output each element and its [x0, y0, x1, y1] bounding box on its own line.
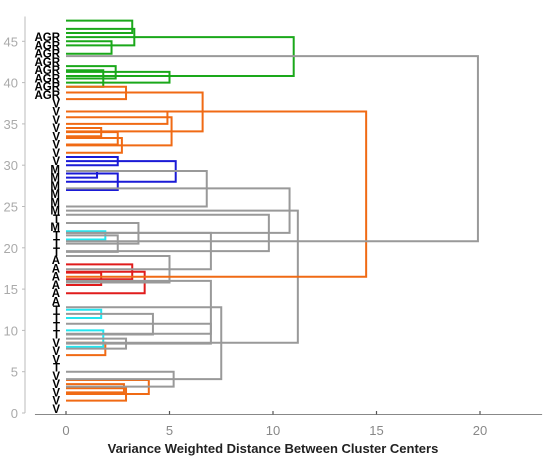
leaf-label: V [52, 98, 60, 110]
leaf-label: T [53, 239, 60, 251]
leaf-label: A [52, 288, 60, 300]
y-tick-label: 45 [4, 34, 18, 49]
leaf-label: V [52, 107, 60, 119]
dendrogram-link [66, 55, 479, 243]
y-tick-label: 10 [4, 323, 18, 338]
leaf-label: V [52, 396, 60, 408]
y-tick-label: 30 [4, 158, 18, 173]
leaf-label: T [53, 214, 60, 226]
leaf-label: T [53, 230, 60, 242]
leaf-label: T [53, 313, 60, 325]
leaf-label: A [52, 280, 60, 292]
leaf-label: AGR [34, 32, 60, 44]
leaf-label: V [52, 156, 60, 168]
y-tick-label: 40 [4, 76, 18, 91]
x-tick-label: 10 [266, 423, 280, 438]
dendrogram-link [66, 19, 134, 35]
y-tick-label: 20 [4, 241, 18, 256]
leaf-label: M [50, 173, 60, 185]
leaf-label: A [52, 263, 60, 275]
leaf-label: A [52, 296, 60, 308]
leaf-label: V [52, 115, 60, 127]
x-tick-label: 5 [166, 423, 173, 438]
leaf-label: V [52, 387, 60, 399]
x-tick-label: 0 [62, 423, 69, 438]
dendrogram-link [66, 110, 368, 278]
leaf-label: T [53, 305, 60, 317]
leaf-label: M [50, 197, 60, 209]
y-tick-label: 35 [4, 117, 18, 132]
leaf-label: AGR [34, 82, 60, 94]
leaf-label: AGR [34, 40, 60, 52]
leaf-label: M [50, 164, 60, 176]
leaf-label: M [50, 222, 60, 234]
leaf-label: T [53, 330, 60, 342]
x-tick-label: 20 [473, 423, 487, 438]
leaf-label: AGR [34, 49, 60, 61]
dendrogram-link [66, 40, 113, 55]
x-axis-title: Variance Weighted Distance Between Clust… [107, 441, 439, 456]
leaf-label: AGR [34, 90, 60, 102]
leaf-label: M [50, 181, 60, 193]
y-tick-label: 0 [11, 406, 18, 421]
leaf-label: M [50, 206, 60, 218]
leaf-label: T [53, 247, 60, 259]
leaf-label: T [53, 321, 60, 333]
leaf-label: V [52, 354, 60, 366]
leaf-label: A [52, 272, 60, 284]
leaf-label: V [52, 379, 60, 391]
y-tick-label: 15 [4, 282, 18, 297]
leaf-label: V [52, 123, 60, 135]
leaf-label: V [52, 140, 60, 152]
leaf-label: V [52, 338, 60, 350]
leaf-label: AGR [34, 65, 60, 77]
leaf-label: V [52, 346, 60, 358]
leaf-label: V [52, 404, 60, 416]
leaf-label: V [52, 148, 60, 160]
dendrogram-link [66, 70, 171, 84]
leaf-label: V [52, 131, 60, 143]
x-tick-label: 15 [369, 423, 383, 438]
leaf-label: AGR [34, 57, 60, 69]
leaf-label: T [53, 363, 60, 375]
leaf-label: A [52, 255, 60, 267]
y-tick-label: 5 [11, 365, 18, 380]
leaf-label: M [50, 189, 60, 201]
leaf-label: V [52, 371, 60, 383]
y-tick-label: 25 [4, 200, 18, 215]
leaf-label: AGR [34, 73, 60, 85]
